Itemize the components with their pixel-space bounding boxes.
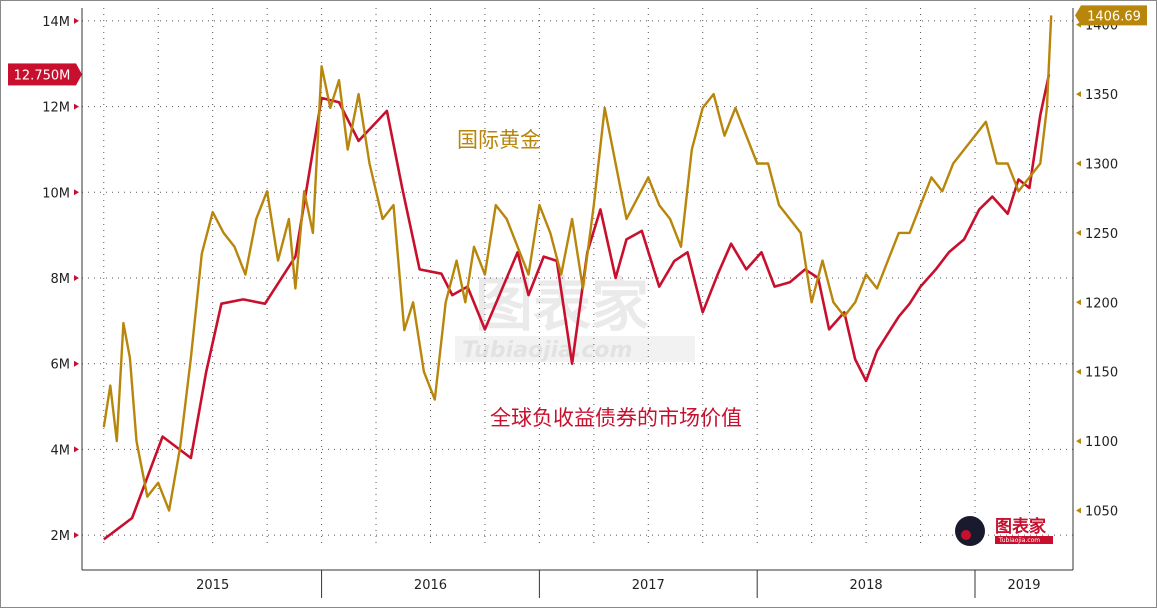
- left-tick-mark: [74, 189, 79, 196]
- left-tick-label: 2M: [51, 529, 71, 544]
- left-tick-mark: [74, 360, 79, 367]
- left-tick-mark: [74, 103, 79, 110]
- right-tick-label: 1200: [1085, 296, 1118, 311]
- x-year-label: 2016: [414, 578, 447, 593]
- x-year-label: 2017: [632, 578, 665, 593]
- left-tick-label: 10M: [42, 186, 70, 201]
- right-tick-label: 1150: [1085, 366, 1118, 381]
- right-tick-mark: [1076, 438, 1081, 445]
- x-year-label: 2019: [1007, 578, 1040, 593]
- left-tick-label: 6M: [51, 358, 71, 373]
- right-tick-label: 1050: [1085, 505, 1118, 520]
- logo-sub-banner: [995, 536, 1053, 544]
- right-tick-mark: [1076, 368, 1081, 375]
- current-value-badge-right-pointer: [1075, 5, 1081, 26]
- left-tick-mark: [74, 275, 79, 281]
- left-tick-label: 8M: [51, 272, 71, 287]
- left-tick-mark: [74, 17, 79, 24]
- current-value-badge-left: [8, 63, 76, 86]
- logo: 图表家 Tubiaojia.com: [955, 516, 1053, 546]
- left-tick-mark: [74, 446, 79, 453]
- logo-icon: [955, 516, 985, 546]
- current-value-badge-right: [1081, 5, 1147, 26]
- gold-price-line: [102, 15, 1053, 512]
- logo-sub-text: Tubiaojia.com: [998, 537, 1040, 544]
- left-tick-label: 12M: [42, 101, 70, 116]
- logo-text: 图表家: [995, 516, 1046, 537]
- current-value-left: 12.750M: [14, 68, 71, 83]
- current-value-right: 1406.69: [1087, 9, 1141, 24]
- x-year-label: 2015: [196, 578, 229, 593]
- right-tick-mark: [1076, 91, 1081, 98]
- right-tick-mark: [1076, 299, 1081, 306]
- watermark-sub: Tubiaojia.com: [462, 338, 632, 363]
- left-tick-label: 4M: [51, 443, 71, 458]
- watermark-main: 图表家: [475, 271, 649, 339]
- right-tick-mark: [1076, 229, 1081, 236]
- series-layer: [102, 15, 1053, 541]
- labels-layer: 2M 4M 6M 8M 10M 12M 14M 1050 1100 1150 1200 1250 130…: [8, 5, 1147, 593]
- axes: [74, 8, 1081, 598]
- gold-series-label: 国际黄金: [457, 128, 541, 152]
- logo-icon-dot: [961, 530, 971, 540]
- right-tick-mark: [1076, 160, 1081, 167]
- right-tick-label: 1250: [1085, 227, 1118, 242]
- x-year-label: 2018: [850, 578, 883, 593]
- left-tick-mark: [74, 532, 79, 539]
- bond-series-label: 全球负收益债券的市场价值: [490, 406, 742, 430]
- right-tick-label: 1300: [1085, 157, 1118, 172]
- left-tick-label: 14M: [42, 15, 70, 30]
- right-tick-label: 1100: [1085, 435, 1118, 450]
- right-tick-label: 1350: [1085, 88, 1118, 103]
- right-tick-mark: [1076, 507, 1081, 514]
- current-value-badge-left-pointer: [76, 63, 82, 86]
